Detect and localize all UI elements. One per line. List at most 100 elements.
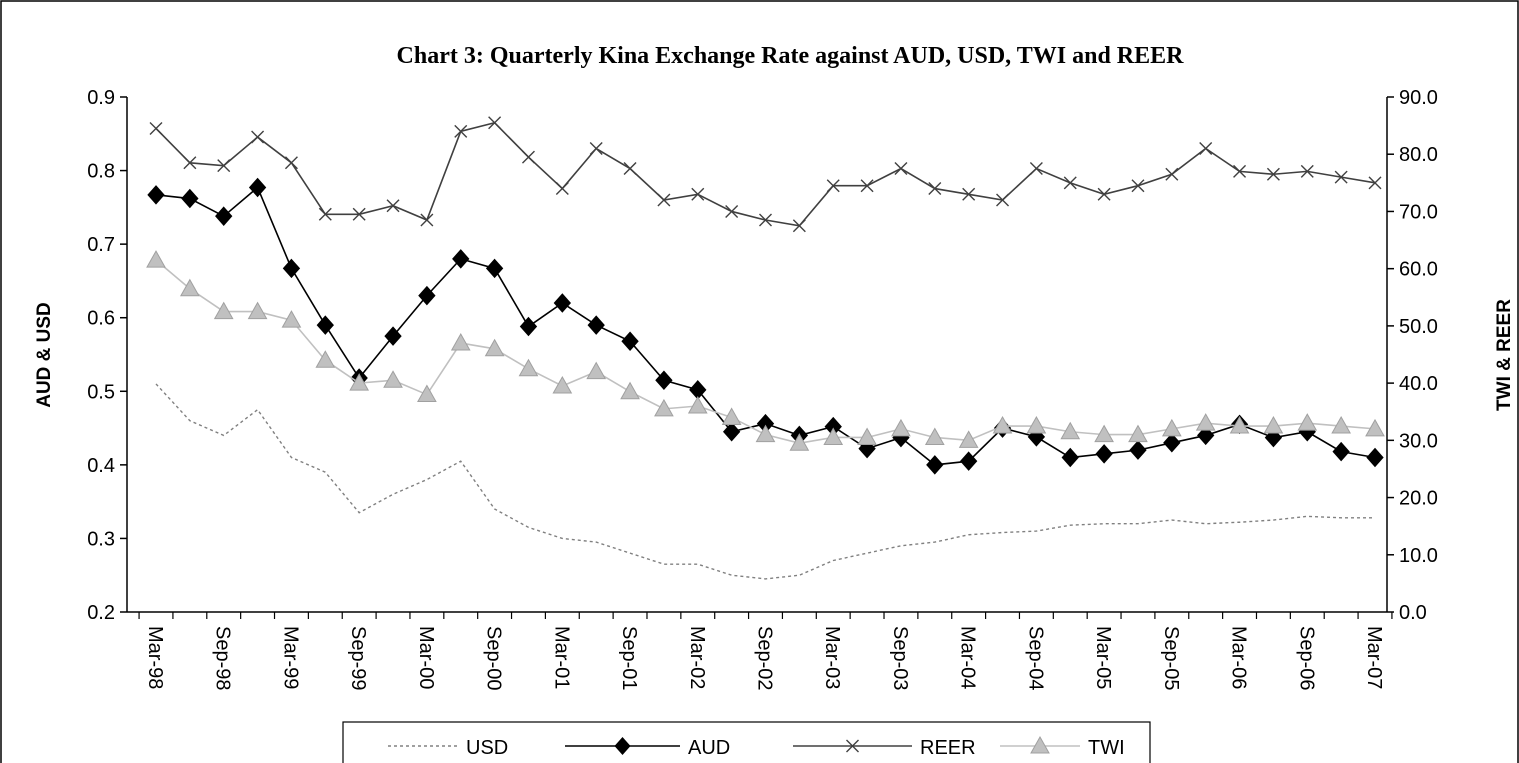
data-point — [1029, 162, 1043, 176]
data-point — [655, 370, 673, 391]
data-point — [180, 278, 200, 297]
data-point — [924, 427, 945, 445]
data-point — [1063, 176, 1077, 190]
data-point — [1366, 447, 1384, 468]
legend-label: REER — [920, 737, 976, 759]
data-point — [1026, 416, 1047, 434]
data-point — [146, 250, 166, 268]
data-point — [213, 301, 234, 320]
x-tick-label: Sep-00 — [483, 626, 505, 691]
y2-tick-label: 30.0 — [1399, 430, 1438, 452]
data-point — [1165, 167, 1179, 181]
data-point — [1199, 142, 1213, 155]
y2-tick-label: 20.0 — [1399, 488, 1438, 510]
y-tick-label: 0.3 — [87, 528, 115, 550]
data-point — [488, 116, 502, 130]
data-point — [891, 418, 911, 437]
data-point — [725, 204, 739, 218]
x-tick-label: Mar-07 — [1363, 626, 1385, 689]
x-tick-label: Sep-01 — [618, 626, 640, 691]
x-tick-label: Sep-03 — [889, 626, 911, 691]
data-point — [992, 416, 1013, 434]
y2-tick-label: 70.0 — [1399, 201, 1438, 223]
data-point — [149, 121, 163, 135]
data-point — [147, 185, 165, 205]
x-tick-label: Mar-02 — [686, 626, 708, 689]
data-point — [959, 451, 978, 471]
data-point — [183, 156, 197, 170]
chart-title: Chart 3: Quarterly Kina Exchange Rate ag… — [397, 43, 1185, 69]
y-axis-label: AUD & USD — [34, 302, 55, 408]
x-tick-label: Mar-00 — [415, 626, 437, 689]
data-point — [215, 206, 233, 226]
data-point — [1334, 170, 1348, 184]
data-point — [417, 384, 437, 403]
data-point — [857, 427, 877, 445]
data-point — [926, 455, 944, 475]
data-point — [789, 433, 810, 451]
data-point — [858, 438, 876, 459]
data-point — [318, 207, 332, 221]
x-tick-label: Mar-99 — [279, 626, 301, 689]
data-point — [485, 258, 504, 279]
x-tick-label: Sep-05 — [1160, 626, 1182, 691]
y-tick-label: 0.7 — [87, 234, 115, 256]
data-point — [1263, 416, 1284, 434]
data-point — [315, 350, 336, 368]
data-point — [383, 370, 403, 388]
y2-axis-label: TWI & REER — [1494, 299, 1515, 411]
data-point — [657, 193, 671, 207]
x-tick-label: Mar-04 — [957, 626, 979, 689]
data-point — [1331, 416, 1351, 434]
data-point — [1297, 413, 1318, 431]
y-tick-label: 0.6 — [87, 308, 115, 330]
x-tick-label: Sep-04 — [1024, 626, 1046, 691]
data-point — [823, 427, 844, 445]
legend — [342, 721, 1151, 763]
data-point — [384, 326, 402, 346]
y-tick-label: 0.8 — [87, 161, 115, 183]
data-point — [1097, 187, 1111, 201]
data-point — [1300, 164, 1314, 178]
y-tick-label: 0.5 — [87, 381, 115, 403]
data-point — [654, 398, 674, 417]
data-point — [792, 219, 806, 233]
data-point — [484, 338, 505, 357]
data-point — [755, 424, 776, 443]
data-point — [691, 187, 705, 201]
data-point — [284, 156, 298, 170]
data-point — [555, 182, 569, 196]
data-point — [386, 199, 400, 213]
data-point — [552, 375, 573, 394]
data-point — [418, 285, 436, 306]
data-point — [620, 381, 640, 400]
data-point — [1128, 424, 1148, 443]
data-point — [420, 213, 434, 227]
x-tick-label: Sep-06 — [1295, 626, 1317, 691]
data-point — [623, 162, 637, 176]
x-tick-label: Sep-02 — [754, 626, 776, 691]
data-point — [553, 293, 572, 313]
data-point — [1229, 416, 1250, 434]
data-point — [1332, 441, 1350, 462]
data-point — [1061, 447, 1079, 468]
x-tick-label: Mar-06 — [1228, 626, 1250, 689]
data-point — [1197, 425, 1215, 446]
data-point — [281, 310, 302, 328]
data-point — [759, 213, 772, 227]
data-point — [248, 177, 267, 198]
x-tick-label: Mar-98 — [144, 626, 166, 689]
data-point — [826, 179, 840, 193]
data-point — [721, 407, 742, 425]
data-point — [316, 315, 334, 335]
y2-tick-label: 80.0 — [1399, 144, 1438, 166]
data-point — [860, 179, 874, 193]
y2-tick-label: 40.0 — [1399, 373, 1438, 395]
data-point — [589, 142, 603, 155]
data-point — [282, 258, 301, 279]
data-point — [1161, 418, 1182, 437]
data-point — [1094, 424, 1114, 443]
y-tick-label: 0.4 — [87, 455, 115, 477]
data-point — [1365, 418, 1385, 437]
